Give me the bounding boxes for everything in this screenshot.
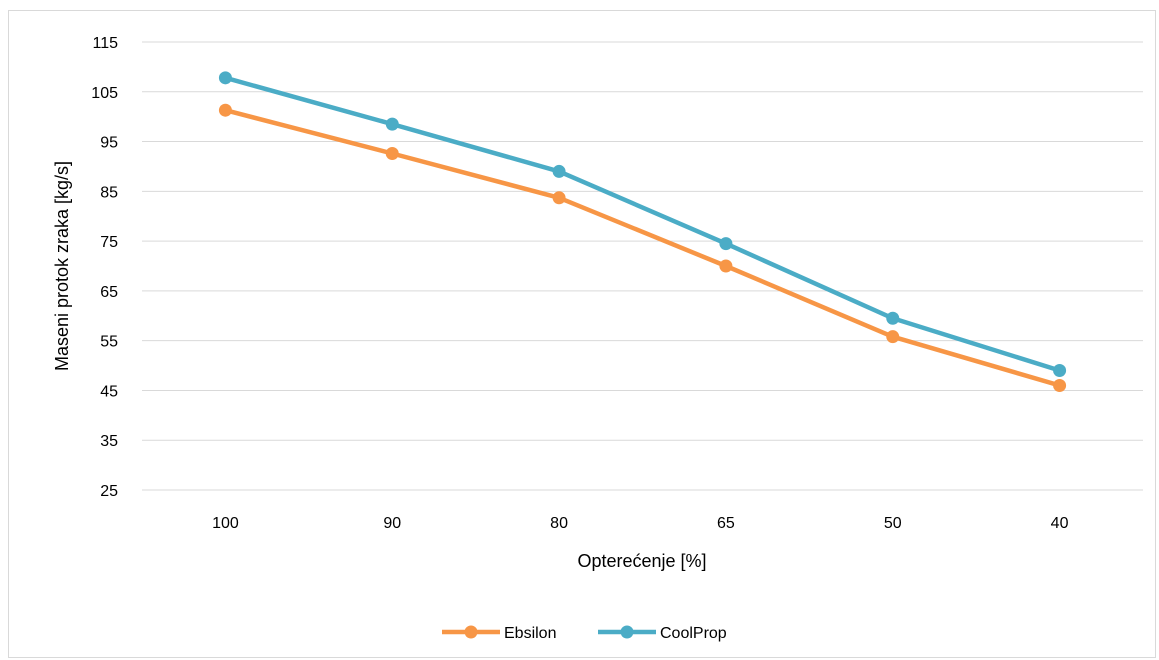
- y-tick-label: 45: [100, 383, 118, 400]
- legend-marker: [620, 625, 634, 639]
- y-tick-label: 25: [100, 483, 118, 500]
- legend-item-coolprop: CoolProp: [598, 625, 727, 642]
- legend: Ebsilon CoolProp: [442, 625, 727, 642]
- legend-marker: [464, 625, 478, 639]
- data-point: [719, 237, 733, 251]
- data-point: [218, 71, 232, 85]
- gridlines: [142, 41, 1143, 491]
- y-axis-title: Maseni protok zraka [kg/s]: [52, 161, 72, 371]
- series-coolprop: [218, 71, 1067, 378]
- y-tick-label: 95: [100, 135, 118, 152]
- data-point: [552, 164, 566, 178]
- y-tick-labels: 25 35 45 55 65 75 85 95 105 115: [91, 35, 118, 500]
- chart-frame: [8, 10, 1156, 658]
- data-point: [385, 147, 399, 161]
- legend-label: CoolProp: [660, 625, 727, 642]
- y-tick-label: 115: [92, 35, 118, 52]
- data-point: [552, 191, 566, 205]
- y-tick-label: 105: [91, 85, 118, 102]
- series-layer: [218, 71, 1067, 392]
- x-tick-label: 100: [212, 515, 239, 532]
- y-tick-label: 35: [100, 433, 118, 450]
- x-tick-label: 80: [550, 515, 568, 532]
- data-point: [1053, 364, 1067, 378]
- y-tick-label: 85: [100, 184, 118, 201]
- x-axis-title: Opterećenje [%]: [577, 551, 706, 571]
- series-line-ebsilon: [223, 107, 1062, 388]
- y-tick-label: 65: [100, 284, 118, 301]
- y-tick-label: 55: [100, 334, 118, 351]
- data-point: [886, 330, 900, 344]
- series-line-coolprop: [223, 75, 1062, 373]
- data-point: [719, 259, 733, 273]
- data-point: [886, 311, 900, 325]
- y-tick-label: 75: [100, 234, 118, 251]
- data-point: [218, 103, 232, 117]
- x-tick-label: 40: [1051, 515, 1069, 532]
- series-ebsilon: [218, 103, 1067, 392]
- x-tick-labels: 100 90 80 65 50 40: [212, 515, 1069, 532]
- data-point: [385, 117, 399, 131]
- legend-label: Ebsilon: [504, 625, 556, 642]
- data-point: [1053, 378, 1067, 392]
- legend-item-ebsilon: Ebsilon: [442, 625, 556, 642]
- x-tick-label: 90: [383, 515, 401, 532]
- x-tick-label: 65: [717, 515, 735, 532]
- x-tick-label: 50: [884, 515, 902, 532]
